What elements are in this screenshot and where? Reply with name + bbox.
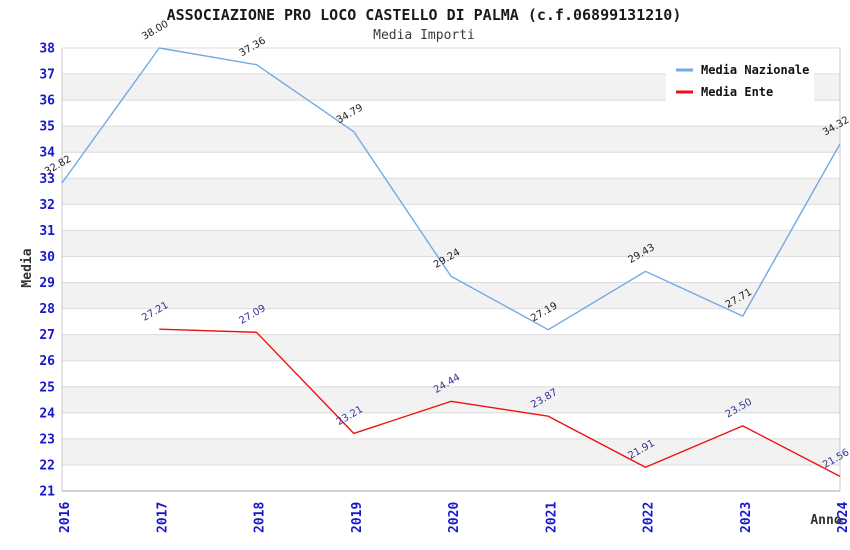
x-tick-label: 2016 [58,502,73,533]
y-tick-label: 29 [39,276,55,291]
y-tick-label: 30 [39,250,55,265]
y-tick-label: 21 [39,485,55,500]
x-tick-label: 2019 [350,502,365,533]
grid-band [62,126,840,153]
grid-band [62,282,840,309]
x-axis-title: Anno [810,513,841,528]
y-tick-label: 35 [39,120,55,135]
chart-subtitle: Media Importi [373,28,475,43]
y-tick-label: 23 [39,432,55,447]
x-tick-label: 2018 [253,502,268,533]
y-tick-label: 27 [39,328,55,343]
x-tick-label: 2022 [642,502,657,533]
y-tick-label: 26 [39,354,55,369]
legend-background [666,56,814,103]
x-tick-label: 2024 [836,502,850,533]
grid-band [62,152,840,179]
series-line [61,47,841,331]
y-tick-label: 38 [39,42,55,57]
grid-band [62,360,840,387]
grid-band [62,438,840,465]
grid-band [62,256,840,283]
chart-title: ASSOCIAZIONE PRO LOCO CASTELLO DI PALMA … [167,6,682,24]
y-tick-label: 28 [39,302,55,317]
grid-band [62,100,840,127]
grid-band [62,464,840,491]
legend-label-media-ente: Media Ente [701,85,773,99]
grid-band [62,204,840,231]
series-line [159,328,841,478]
grid-band [62,412,840,439]
y-axis-title: Media [20,248,35,287]
y-tick-label: 34 [39,146,55,161]
legend-label-media-nazionale: Media Nazionale [701,63,809,77]
grid-band [62,308,840,335]
x-tick-label: 2021 [544,502,559,533]
y-tick-label: 24 [39,406,55,421]
y-tick-label: 32 [39,198,55,213]
y-tick-label: 31 [39,224,55,239]
grid-band [62,178,840,205]
y-tick-label: 22 [39,458,55,473]
x-tick-label: 2020 [447,502,462,533]
grid-band [62,230,840,257]
y-tick-label: 25 [39,380,55,395]
x-tick-label: 2023 [739,502,754,533]
legend: Media Nazionale Media Ente [666,56,814,103]
y-tick-label: 37 [39,68,55,83]
y-tick-label: 33 [39,172,55,187]
grid-band [62,334,840,361]
y-tick-label: 36 [39,94,55,109]
x-tick-label: 2017 [155,502,170,533]
grid-band [62,386,840,413]
